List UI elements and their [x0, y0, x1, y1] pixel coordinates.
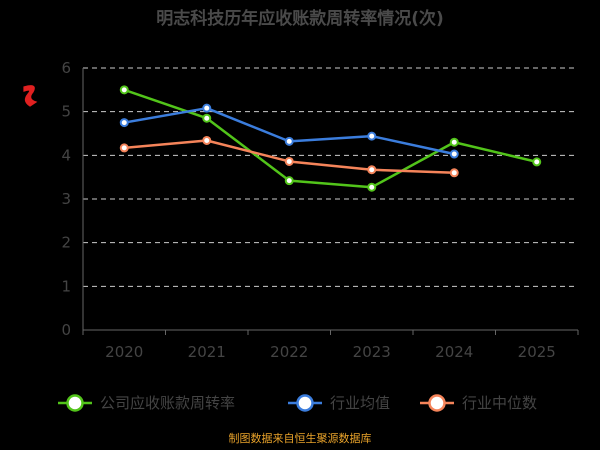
series-group [119, 85, 542, 192]
data-point[interactable] [202, 103, 212, 113]
series-2 [119, 135, 459, 178]
y-axis-ticks: 0 1 2 3 4 5 6 [61, 59, 71, 339]
data-point[interactable] [202, 135, 212, 145]
data-point[interactable] [119, 85, 129, 95]
legend-marker [296, 394, 314, 412]
brand-logo [23, 85, 38, 107]
y-tick-label: 2 [61, 234, 71, 252]
legend-label: 公司应收账款周转率 [100, 394, 235, 412]
data-point[interactable] [284, 176, 294, 186]
data-point[interactable] [284, 136, 294, 146]
axes [82, 68, 579, 335]
data-point[interactable] [449, 149, 459, 159]
series-1 [119, 103, 459, 159]
legend-marker [66, 394, 84, 412]
x-tick-label: 2022 [270, 343, 308, 361]
source-note: 制图数据来自恒生聚源数据库 [229, 431, 372, 445]
y-tick-label: 0 [61, 321, 71, 339]
data-point[interactable] [119, 143, 129, 153]
series-0 [119, 85, 542, 192]
y-tick-label: 5 [61, 103, 71, 121]
y-tick-label: 6 [61, 59, 71, 77]
data-point[interactable] [449, 168, 459, 178]
legend-marker [428, 394, 446, 412]
chart-title: 明志科技历年应收账款周转率情况(次) [156, 8, 444, 29]
legend-item[interactable]: 行业均值 [288, 394, 390, 412]
series-line [123, 88, 538, 189]
y-tick-label: 1 [61, 277, 71, 295]
legend-label: 行业中位数 [462, 394, 537, 412]
data-point[interactable] [367, 131, 377, 141]
data-point[interactable] [449, 137, 459, 147]
data-point[interactable] [367, 165, 377, 175]
y-tick-label: 3 [61, 190, 71, 208]
legend-label: 行业均值 [330, 394, 390, 412]
x-tick-label: 2020 [105, 343, 143, 361]
legend-item[interactable]: 行业中位数 [420, 394, 537, 412]
data-point[interactable] [119, 118, 129, 128]
x-tick-label: 2021 [188, 343, 226, 361]
x-axis-ticks: 2020 2021 2022 2023 2024 2025 [105, 343, 556, 361]
legend: 公司应收账款周转率 行业均值 行业中位数 [58, 394, 537, 412]
data-point[interactable] [532, 157, 542, 167]
x-tick-label: 2023 [353, 343, 391, 361]
x-tick-label: 2024 [435, 343, 473, 361]
data-point[interactable] [202, 113, 212, 123]
legend-item[interactable]: 公司应收账款周转率 [58, 394, 235, 412]
y-tick-label: 4 [61, 146, 71, 164]
grid [83, 67, 578, 287]
x-tick-label: 2025 [518, 343, 556, 361]
series-line [124, 106, 455, 156]
data-point[interactable] [367, 182, 377, 192]
data-point[interactable] [284, 156, 294, 166]
